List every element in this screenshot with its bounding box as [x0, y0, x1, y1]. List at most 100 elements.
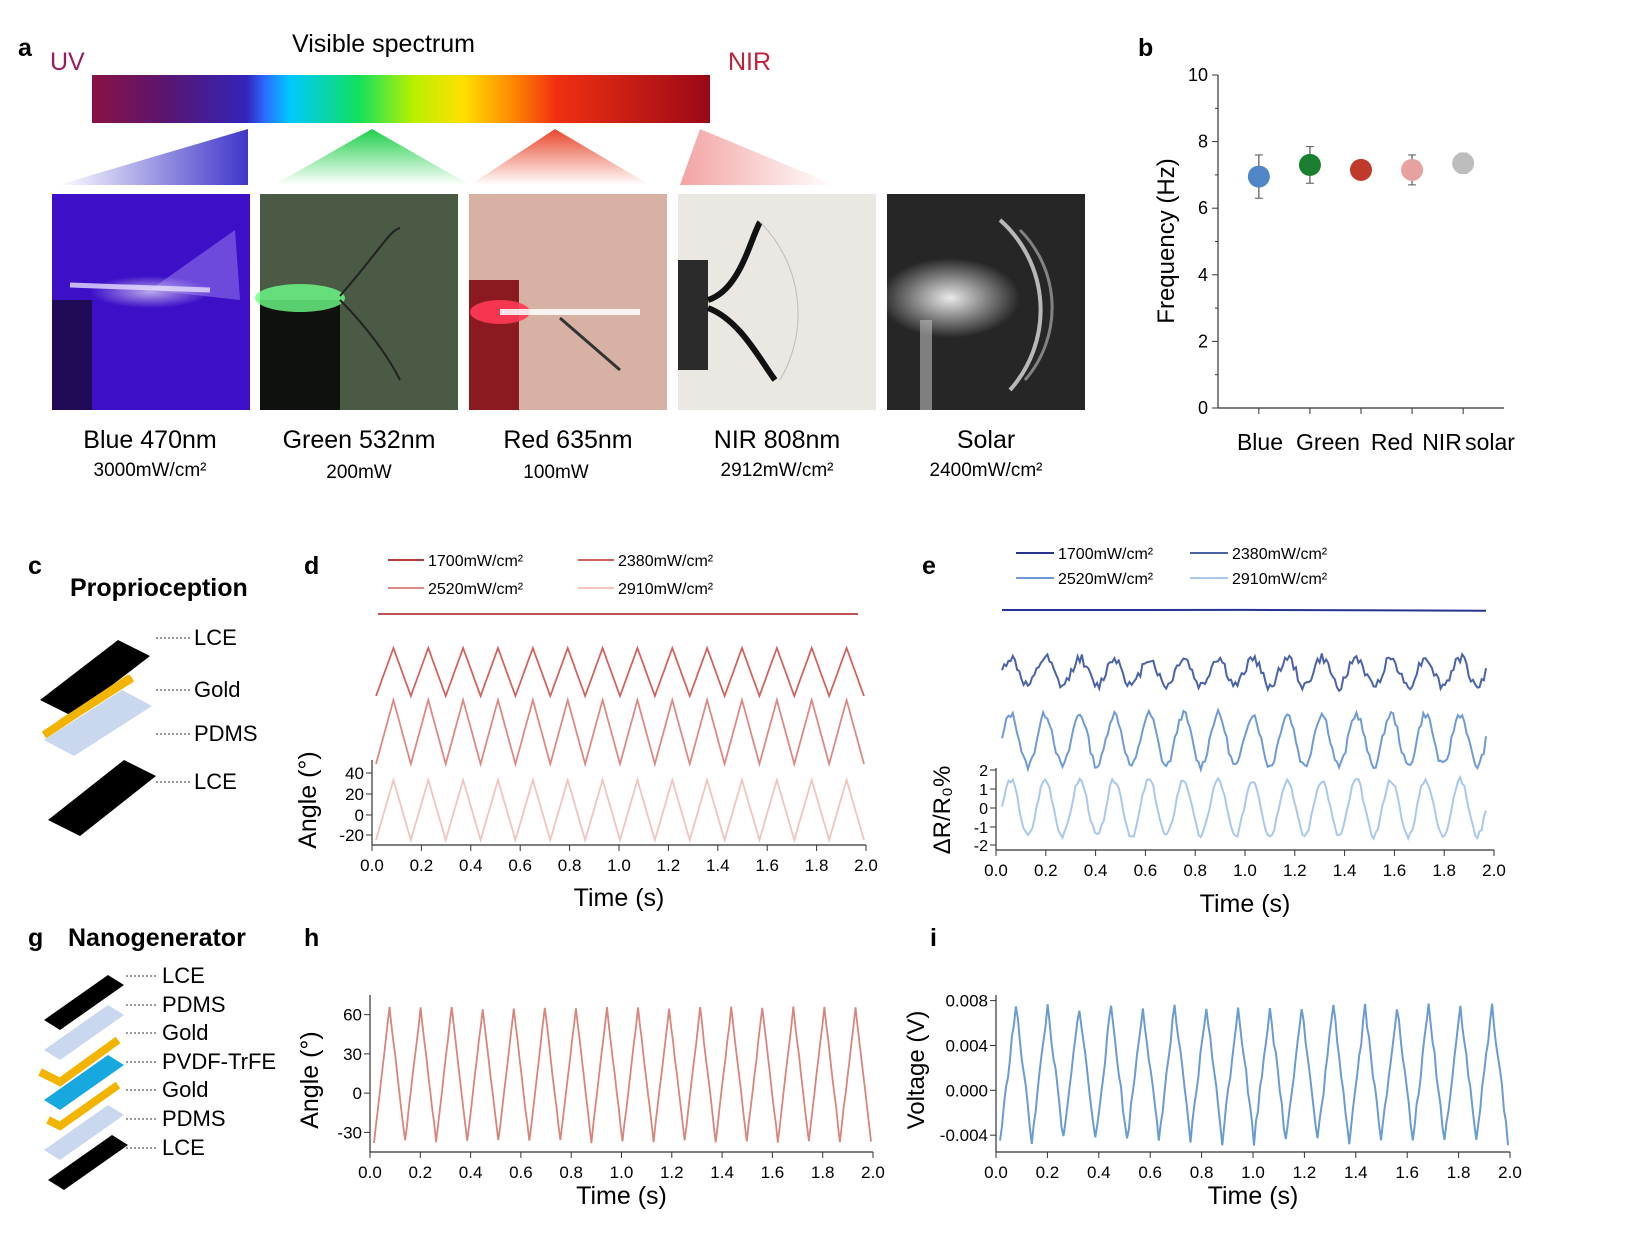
panel-label-a: a — [18, 34, 33, 62]
series-line-3 — [375, 776, 865, 844]
panel-label-g: g — [28, 924, 43, 952]
nanogenerator-stack — [38, 975, 128, 1190]
x-tick-label: solar — [1465, 429, 1515, 455]
y-axis-label: Voltage (V) — [903, 1011, 930, 1130]
spectrum-bar — [92, 75, 710, 123]
series-line — [373, 1006, 872, 1144]
layer-label: PDMS — [162, 1106, 226, 1131]
photo-nir — [678, 194, 876, 410]
panel-label-h: h — [304, 924, 319, 952]
x-tick-label: 1.0 — [1233, 861, 1257, 880]
x-tick-label: 0.8 — [1190, 1163, 1214, 1182]
visible-spectrum-label: Visible spectrum — [292, 30, 475, 58]
x-tick-label: Red — [1371, 429, 1413, 455]
power-blue: 3000mW/cm² — [94, 460, 207, 481]
x-tick-label: 0.0 — [984, 1163, 1008, 1182]
layer-label: PDMS — [162, 992, 226, 1017]
y-tick-label: 2 — [979, 763, 988, 780]
x-tick-label: 1.8 — [811, 1163, 835, 1182]
x-tick-label: NIR — [1422, 429, 1462, 455]
x-tick-label: 1.6 — [1383, 861, 1407, 880]
data-point-red — [1350, 158, 1372, 181]
layer-label: LCE — [194, 769, 237, 794]
x-tick-label: 2.0 — [1482, 861, 1506, 880]
layer-label: Gold — [162, 1020, 208, 1045]
power-red: 100mW — [523, 462, 589, 483]
x-tick-label: 0.6 — [1134, 861, 1158, 880]
y-tick-label: 0 — [355, 806, 364, 825]
x-tick-label: 1.4 — [710, 1163, 734, 1182]
photo-solar — [880, 194, 1085, 410]
y-tick-label: -30 — [337, 1123, 362, 1142]
legend-label: 2380mW/cm² — [618, 553, 714, 570]
y-tick-label: -20 — [339, 826, 364, 845]
y-tick-label: 40 — [345, 764, 364, 783]
caption-solar: Solar — [957, 426, 1015, 454]
x-tick-label: 1.4 — [1333, 861, 1357, 880]
x-tick-label: 0.8 — [558, 856, 582, 875]
y-tick-label: 6 — [1198, 198, 1208, 218]
x-tick-label: 1.0 — [1241, 1163, 1265, 1182]
panel-label-e: e — [922, 552, 936, 580]
legend-label: 1700mW/cm² — [1058, 546, 1154, 563]
series-line-3 — [1001, 774, 1487, 842]
series-line — [999, 1003, 1509, 1146]
layer-label: Gold — [194, 677, 240, 702]
legend-label: 2520mW/cm² — [428, 581, 524, 598]
y-tick-label: -0.004 — [940, 1126, 988, 1145]
y-axis-label: Angle (°) — [296, 1031, 324, 1129]
x-tick-label: 0.6 — [509, 1163, 533, 1182]
photo-blue — [52, 194, 250, 410]
photo-green — [255, 194, 458, 410]
x-tick-label: 1.0 — [610, 1163, 634, 1182]
x-axis-label: Time (s) — [1208, 1182, 1299, 1210]
blue-band-wedge — [58, 129, 248, 185]
y-tick-label: 2 — [1198, 331, 1208, 351]
x-tick-label: 0.6 — [508, 856, 532, 875]
x-tick-label: Green — [1296, 429, 1360, 455]
layer-label: LCE — [162, 963, 205, 988]
x-tick-label: 1.4 — [1344, 1163, 1368, 1182]
chart-d: 1700mW/cm² 2380mW/cm² 2520mW/cm² 2910mW/cm²… — [294, 553, 878, 912]
x-tick-label: 0.4 — [1087, 1163, 1111, 1182]
proprioception-stack — [40, 640, 156, 836]
x-tick-label: 1.8 — [1432, 861, 1456, 880]
panel-label-b: b — [1138, 34, 1153, 62]
legend-label: 2520mW/cm² — [1058, 571, 1154, 588]
data-point-nir — [1401, 158, 1424, 181]
power-solar: 2400mW/cm² — [930, 460, 1043, 481]
data-point-green — [1298, 153, 1321, 176]
x-tick-label: 0.4 — [459, 856, 483, 875]
x-tick-label: 0.4 — [459, 1163, 483, 1182]
red-band-wedge — [470, 129, 650, 185]
x-tick-label: 1.6 — [755, 856, 779, 875]
x-tick-label: 2.0 — [861, 1163, 885, 1182]
panel-label-c: c — [28, 552, 42, 580]
x-tick-label: 0.2 — [410, 856, 434, 875]
x-tick-label: 2.0 — [1498, 1163, 1522, 1182]
y-tick-label: 0.008 — [945, 992, 988, 1011]
y-axis-label: ΔR/R₀% — [929, 766, 956, 855]
x-tick-label: 0.2 — [1036, 1163, 1060, 1182]
y-axis-label: Frequency (Hz) — [1153, 158, 1180, 323]
series-line-2 — [375, 696, 865, 768]
chart-e: 1700mW/cm² 2380mW/cm² 2520mW/cm² 2910mW/cm²… — [929, 546, 1506, 918]
x-tick-label: 1.8 — [805, 856, 829, 875]
y-tick-label: 0.000 — [945, 1081, 988, 1100]
x-tick-label: 0.2 — [408, 1163, 432, 1182]
x-axis-label: Time (s) — [1200, 890, 1291, 918]
power-nir: 2912mW/cm² — [721, 460, 834, 481]
power-green: 200mW — [326, 462, 392, 483]
data-point-blue — [1247, 165, 1270, 188]
x-tick-label: 1.0 — [607, 856, 631, 875]
x-tick-label: 1.2 — [660, 1163, 684, 1182]
x-tick-label: 0.0 — [360, 856, 384, 875]
caption-green: Green 532nm — [283, 426, 436, 454]
nanogenerator-title: Nanogenerator — [68, 924, 246, 952]
nir-label: NIR — [728, 48, 771, 76]
layer-label: PVDF-TrFE — [162, 1049, 276, 1074]
x-tick-label: 1.6 — [761, 1163, 785, 1182]
layer-label: Gold — [162, 1077, 208, 1102]
caption-blue: Blue 470nm — [83, 426, 216, 454]
